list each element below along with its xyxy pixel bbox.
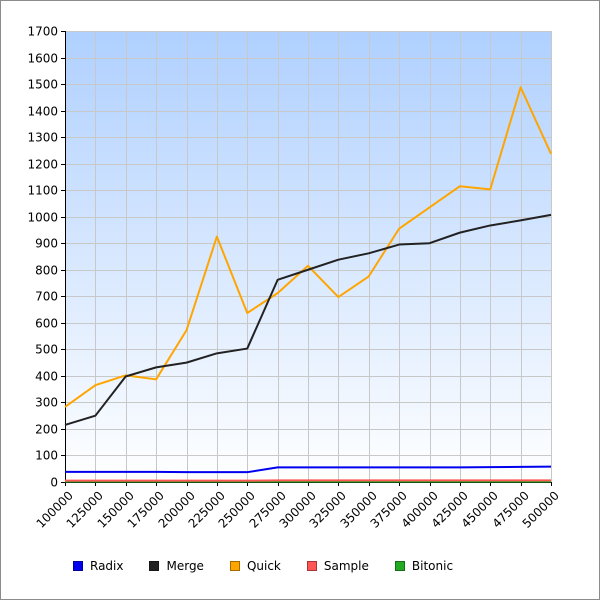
y-tick-label: 200 (35, 423, 58, 437)
y-tick-label: 900 (35, 237, 58, 251)
legend-swatch-bitonic (395, 561, 405, 571)
legend-item-radix[interactable]: Radix (73, 559, 123, 573)
y-tick-label: 0 (50, 476, 58, 490)
y-tick-label: 1100 (27, 184, 58, 198)
y-tick-label: 1200 (27, 158, 58, 172)
legend-label-radix: Radix (90, 559, 123, 573)
y-tick-label: 100 (35, 449, 58, 463)
y-tick-label: 800 (35, 264, 58, 278)
y-tick-label: 500 (35, 343, 58, 357)
y-tick-label: 700 (35, 290, 58, 304)
legend-label-bitonic: Bitonic (412, 559, 453, 573)
x-axis-ticks: 1000001250001500001750002000002250002500… (34, 482, 562, 531)
y-tick-label: 1700 (27, 25, 58, 39)
y-tick-label: 1400 (27, 105, 58, 119)
legend-item-quick[interactable]: Quick (230, 559, 281, 573)
y-tick-label: 1000 (27, 211, 58, 225)
legend: Radix Merge Quick Sample Bitonic (73, 557, 479, 575)
legend-item-merge[interactable]: Merge (149, 559, 203, 573)
y-tick-label: 1300 (27, 131, 58, 145)
y-axis-ticks: 0 100 200 300 400 500 600 700 800 900 1000 1100 1200… (27, 25, 65, 490)
legend-swatch-sample (307, 561, 317, 571)
legend-swatch-merge (149, 561, 159, 571)
legend-item-bitonic[interactable]: Bitonic (395, 559, 453, 573)
legend-label-merge: Merge (166, 559, 203, 573)
y-tick-label: 600 (35, 317, 58, 331)
y-tick-label: 1500 (27, 78, 58, 92)
y-tick-label: 300 (35, 396, 58, 410)
legend-label-quick: Quick (247, 559, 281, 573)
legend-label-sample: Sample (324, 559, 369, 573)
y-tick-label: 400 (35, 370, 58, 384)
legend-swatch-radix (73, 561, 83, 571)
y-tick-label: 1600 (27, 52, 58, 66)
legend-swatch-quick (230, 561, 240, 571)
legend-item-sample[interactable]: Sample (307, 559, 369, 573)
